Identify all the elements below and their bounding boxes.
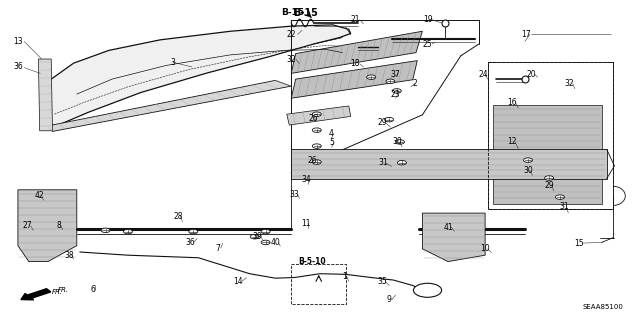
Circle shape: [101, 228, 110, 233]
Text: 16: 16: [507, 98, 517, 107]
Polygon shape: [493, 105, 602, 204]
Text: 31: 31: [378, 158, 388, 167]
Text: 8: 8: [56, 221, 61, 230]
Text: 5: 5: [329, 138, 334, 147]
Text: 15: 15: [574, 239, 584, 248]
Text: 13: 13: [13, 37, 23, 46]
Text: 33: 33: [289, 190, 300, 199]
Circle shape: [367, 75, 376, 79]
Text: 18: 18: [351, 59, 360, 68]
Text: 25: 25: [422, 40, 433, 48]
Text: 34: 34: [301, 175, 311, 184]
Text: 2: 2: [412, 79, 417, 88]
Circle shape: [396, 140, 404, 144]
Circle shape: [545, 176, 554, 180]
Text: 36: 36: [186, 238, 196, 247]
Text: 1: 1: [342, 272, 347, 281]
Text: FR.: FR.: [52, 289, 63, 295]
Text: 20: 20: [526, 70, 536, 78]
Circle shape: [392, 89, 401, 93]
Text: 24: 24: [478, 70, 488, 78]
Text: 14: 14: [233, 277, 243, 286]
Polygon shape: [45, 25, 351, 128]
Text: 37: 37: [390, 70, 401, 78]
Circle shape: [312, 144, 321, 148]
Circle shape: [124, 229, 132, 234]
Text: 23: 23: [390, 90, 401, 99]
Text: 29: 29: [544, 181, 554, 189]
Polygon shape: [38, 59, 52, 131]
Text: SEAA85100: SEAA85100: [582, 304, 623, 310]
Circle shape: [261, 240, 270, 245]
Text: 12: 12: [508, 137, 516, 146]
Text: 36: 36: [13, 63, 23, 71]
Polygon shape: [291, 149, 607, 179]
FancyArrow shape: [21, 289, 51, 300]
Circle shape: [413, 283, 442, 297]
Text: 17: 17: [521, 30, 531, 39]
Text: 4: 4: [329, 129, 334, 138]
Text: FR.: FR.: [58, 287, 68, 293]
Circle shape: [261, 229, 270, 234]
Circle shape: [397, 160, 406, 165]
Polygon shape: [18, 190, 77, 262]
Text: 39: 39: [252, 232, 262, 241]
Polygon shape: [488, 62, 613, 209]
Circle shape: [312, 112, 321, 116]
Text: 40: 40: [270, 238, 280, 247]
Text: 38: 38: [64, 251, 74, 260]
Text: 29: 29: [378, 118, 388, 127]
Text: 3: 3: [170, 58, 175, 67]
Circle shape: [312, 128, 321, 132]
Text: 9: 9: [387, 295, 392, 304]
Text: 21: 21: [351, 15, 360, 24]
Circle shape: [386, 79, 395, 84]
Polygon shape: [291, 31, 422, 73]
Text: 30: 30: [523, 166, 533, 175]
Text: 31: 31: [559, 202, 570, 211]
Text: 19: 19: [422, 15, 433, 24]
Text: 42: 42: [35, 191, 45, 200]
Text: 7: 7: [215, 244, 220, 253]
Polygon shape: [47, 80, 291, 131]
Text: 32: 32: [564, 79, 575, 88]
Circle shape: [189, 229, 198, 234]
Text: 11: 11: [301, 219, 310, 228]
Text: 6: 6: [90, 285, 95, 294]
Circle shape: [312, 160, 321, 164]
Text: B-15: B-15: [282, 8, 305, 17]
Polygon shape: [287, 106, 351, 125]
Circle shape: [556, 195, 564, 199]
Text: 28: 28: [173, 212, 182, 221]
Text: 27: 27: [22, 221, 32, 230]
Text: 26: 26: [308, 114, 319, 122]
Circle shape: [524, 158, 532, 162]
Text: 35: 35: [378, 277, 388, 286]
Text: 30: 30: [392, 137, 402, 146]
Text: 41: 41: [443, 223, 453, 232]
Circle shape: [250, 234, 259, 239]
Text: B-15: B-15: [294, 8, 318, 18]
Polygon shape: [422, 213, 485, 262]
Text: 22: 22: [287, 30, 296, 39]
Circle shape: [385, 117, 394, 122]
Text: 10: 10: [480, 244, 490, 253]
Polygon shape: [291, 61, 417, 98]
Text: 26: 26: [307, 156, 317, 165]
Text: B-5-10: B-5-10: [298, 257, 326, 266]
Text: 32: 32: [286, 55, 296, 63]
